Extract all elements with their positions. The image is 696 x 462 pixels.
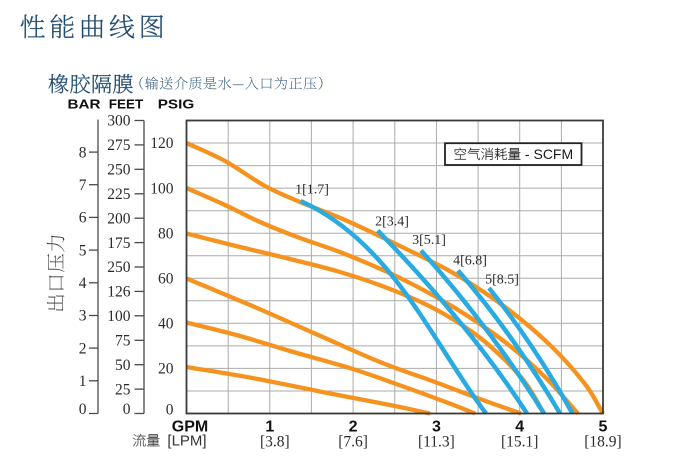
svg-text:1: 1 <box>265 419 274 436</box>
svg-text:FEET: FEET <box>109 97 144 112</box>
svg-text:2[3.4]: 2[3.4] <box>375 215 409 230</box>
svg-text:50: 50 <box>115 357 131 374</box>
svg-text:5: 5 <box>599 419 608 436</box>
svg-text:1[1.7]: 1[1.7] <box>295 183 329 198</box>
svg-text:120: 120 <box>150 135 174 152</box>
svg-text:5[8.5]: 5[8.5] <box>485 273 519 288</box>
svg-text:4: 4 <box>515 419 524 436</box>
svg-text:20: 20 <box>158 361 174 378</box>
svg-text:0: 0 <box>79 401 87 418</box>
svg-text:175: 175 <box>107 235 131 252</box>
svg-text:3[5.1]: 3[5.1] <box>412 233 446 248</box>
svg-text:1: 1 <box>79 373 87 390</box>
svg-text:250: 250 <box>107 259 131 276</box>
svg-text:3: 3 <box>432 419 441 436</box>
svg-text:100: 100 <box>107 308 131 325</box>
svg-text:0: 0 <box>166 402 174 419</box>
svg-text:275: 275 <box>107 137 131 154</box>
svg-text:0: 0 <box>123 401 131 418</box>
svg-text:2: 2 <box>349 419 358 436</box>
svg-text:[3.8]: [3.8] <box>260 434 290 451</box>
svg-text:4[6.8]: 4[6.8] <box>453 254 487 269</box>
svg-text:[7.6]: [7.6] <box>338 434 368 451</box>
svg-text:5: 5 <box>79 242 87 259</box>
svg-text:200: 200 <box>107 210 131 227</box>
svg-text:3: 3 <box>79 308 87 325</box>
svg-text:[11.3]: [11.3] <box>418 434 455 451</box>
svg-text:250: 250 <box>107 162 131 179</box>
svg-text:126: 126 <box>107 284 131 301</box>
svg-text:BAR: BAR <box>68 97 101 112</box>
svg-text:300: 300 <box>107 113 131 130</box>
svg-text:[18.9]: [18.9] <box>584 434 621 451</box>
svg-text:60: 60 <box>158 270 174 287</box>
svg-text:6: 6 <box>79 210 87 227</box>
svg-text:25: 25 <box>115 381 131 398</box>
svg-text:GPM: GPM <box>172 419 208 436</box>
svg-text:- SCFM: - SCFM <box>521 146 573 162</box>
svg-text:[LPM]: [LPM] <box>167 433 206 450</box>
svg-text:2: 2 <box>79 340 87 357</box>
svg-text:4: 4 <box>79 275 87 292</box>
svg-text:225: 225 <box>107 186 131 203</box>
svg-text:[15.1]: [15.1] <box>501 434 538 451</box>
svg-text:80: 80 <box>158 225 174 242</box>
svg-text:8: 8 <box>79 144 87 161</box>
svg-text:40: 40 <box>158 316 174 333</box>
svg-text:PSIG: PSIG <box>158 97 195 112</box>
svg-text:7: 7 <box>79 177 87 194</box>
svg-text:75: 75 <box>115 332 131 349</box>
svg-text:100: 100 <box>150 180 174 197</box>
